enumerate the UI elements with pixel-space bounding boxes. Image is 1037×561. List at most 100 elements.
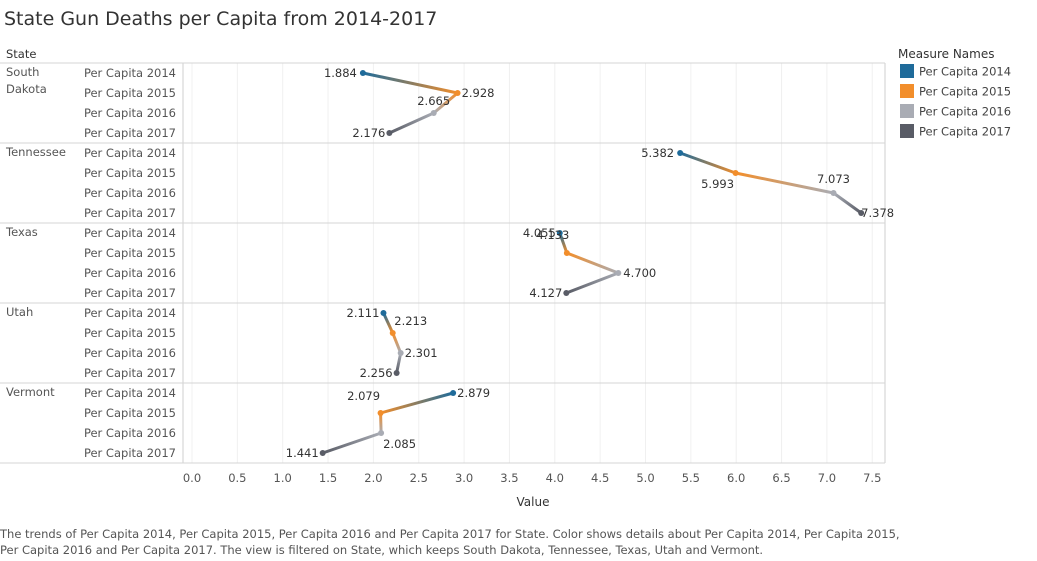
measure-row-label: Per Capita 2017 [84, 366, 176, 380]
data-label: 2.176 [352, 126, 385, 140]
x-tick-label: 4.0 [546, 471, 564, 485]
x-tick-label: 3.0 [455, 471, 473, 485]
data-point [378, 430, 385, 436]
state-header: State [6, 47, 36, 61]
state-label: Utah [6, 305, 33, 319]
x-tick-label: 3.5 [500, 471, 518, 485]
data-label: 2.879 [457, 386, 490, 400]
state-label: Tennessee [5, 145, 66, 159]
measure-row-label: Per Capita 2016 [84, 346, 176, 360]
x-axis: 0.0 0.5 1.0 1.5 2.0 2.5 3.0 3.5 4.0 4.5 5.0 5.5 6.0 6… [183, 471, 882, 509]
measure-row-label: Per Capita 2017 [84, 126, 176, 140]
measure-row-label: Per Capita 2016 [84, 266, 176, 280]
series-segment [379, 391, 455, 415]
data-label: 2.256 [360, 366, 393, 380]
x-tick-label: 4.5 [591, 471, 609, 485]
x-tick-label: 5.0 [636, 471, 654, 485]
x-tick-label: 0.0 [183, 471, 201, 485]
series-segment [321, 431, 383, 455]
series-segment [395, 351, 403, 375]
x-tick-label: 0.5 [228, 471, 246, 485]
legend: Measure Names Per Capita 2014 Per Capita 2… [898, 47, 1011, 139]
data-point [563, 250, 570, 256]
series-segment [379, 411, 383, 435]
data-label: 5.382 [641, 146, 674, 160]
data-point [732, 170, 739, 176]
data-label: 4.133 [536, 228, 569, 242]
data-label: 7.073 [817, 172, 850, 186]
x-tick-label: 7.0 [818, 471, 836, 485]
data-point [450, 390, 457, 396]
state-label: South [6, 65, 39, 79]
measure-row-label: Per Capita 2016 [84, 426, 176, 440]
data-point [563, 290, 570, 296]
data-point [389, 330, 396, 336]
data-label: 1.884 [324, 66, 357, 80]
measure-row-label: Per Capita 2014 [84, 386, 176, 400]
data-label: 4.127 [529, 286, 562, 300]
x-tick-label: 7.5 [863, 471, 881, 485]
data-label: 2.213 [394, 314, 427, 328]
measure-row-label: Per Capita 2017 [84, 446, 176, 460]
series-segment [678, 151, 738, 175]
measure-row-label: Per Capita 2014 [84, 146, 176, 160]
data-label: 2.079 [347, 389, 380, 403]
legend-swatch [900, 104, 914, 118]
state-label: Texas [5, 225, 38, 239]
measure-row-label: Per Capita 2014 [84, 306, 176, 320]
grid-layer [191, 63, 873, 463]
measure-row-label: Per Capita 2016 [84, 106, 176, 120]
measure-row-label: Per Capita 2014 [84, 66, 176, 80]
legend-swatch [900, 64, 914, 78]
data-label: 2.111 [347, 306, 380, 320]
legend-swatch [900, 84, 914, 98]
chart-title: State Gun Deaths per Capita from 2014-20… [4, 8, 438, 30]
series-segment [734, 171, 836, 195]
data-point [858, 210, 865, 216]
data-point [393, 370, 400, 376]
x-axis-title: Value [517, 495, 550, 509]
x-tick-label: 6.5 [772, 471, 790, 485]
row-labels: State South Dakota Per Capita 2014 Per Capit… [5, 47, 176, 460]
data-point [386, 130, 393, 136]
data-point [377, 410, 384, 416]
measure-row-label: Per Capita 2015 [84, 406, 176, 420]
legend-entry: Per Capita 2015 [919, 85, 1011, 99]
data-point [556, 230, 563, 236]
series-segment [387, 111, 436, 135]
measure-row-label: Per Capita 2015 [84, 326, 176, 340]
data-point [430, 110, 437, 116]
data-point [615, 270, 622, 276]
x-tick-label: 1.5 [319, 471, 337, 485]
data-point [677, 150, 684, 156]
series-segment [565, 251, 620, 275]
data-label: 4.700 [623, 266, 656, 280]
measure-row-label: Per Capita 2017 [84, 286, 176, 300]
data-point [830, 190, 837, 196]
legend-entry: Per Capita 2016 [919, 105, 1011, 119]
series-segment [558, 231, 569, 255]
chart-caption: The trends of Per Capita 2014, Per Capit… [0, 527, 900, 557]
data-label: 1.441 [286, 446, 319, 460]
data-point [454, 90, 461, 96]
x-tick-label: 2.5 [410, 471, 428, 485]
state-label: Dakota [6, 82, 47, 96]
data-label: 5.993 [701, 177, 734, 191]
data-label: 7.378 [861, 206, 894, 220]
series-segment [381, 311, 395, 335]
measure-row-label: Per Capita 2015 [84, 166, 176, 180]
series-segment [832, 191, 863, 215]
measure-row-label: Per Capita 2015 [84, 246, 176, 260]
legend-entry: Per Capita 2017 [919, 125, 1011, 139]
data-label: 2.085 [383, 437, 416, 451]
data-labels: 1.884 2.928 2.665 2.176 5.382 5.993 7.073 7.378… [286, 66, 894, 460]
data-point [380, 310, 387, 316]
measure-row-label: Per Capita 2014 [84, 226, 176, 240]
data-label: 4.055 [523, 226, 556, 240]
x-tick-label: 6.0 [727, 471, 745, 485]
x-tick-label: 1.0 [274, 471, 292, 485]
state-label: Vermont [6, 385, 55, 399]
x-tick-label: 2.0 [364, 471, 382, 485]
series-lines [321, 71, 863, 455]
legend-swatch [900, 124, 914, 138]
